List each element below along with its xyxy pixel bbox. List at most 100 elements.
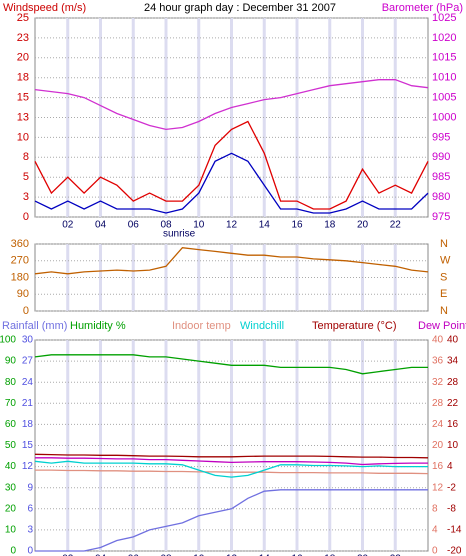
y-tick-label: 985 bbox=[432, 171, 450, 183]
series-line bbox=[34, 453, 429, 459]
x-tick-label: 08 bbox=[160, 554, 172, 556]
y-tick-label: S bbox=[440, 271, 447, 283]
x-tick-label: 18 bbox=[324, 554, 336, 556]
y-tick-label: 10 bbox=[5, 525, 17, 536]
y-tick-label: 30 bbox=[5, 482, 17, 493]
x-tick-label: 16 bbox=[291, 554, 303, 556]
x-tick-label: 14 bbox=[259, 554, 271, 556]
y-tick-label: 0 bbox=[23, 211, 29, 223]
x-tick-label: 08 bbox=[160, 220, 172, 231]
y-tick-label: 10 bbox=[17, 131, 29, 143]
y-tick-label: 60 bbox=[5, 419, 17, 430]
y-tick-label: 0 bbox=[27, 546, 33, 556]
legend-label: Indoor temp bbox=[172, 320, 231, 332]
y-tick-label: 25 bbox=[17, 12, 29, 24]
x-tick-label: 22 bbox=[390, 554, 402, 556]
legend-label: Humidity % bbox=[70, 320, 126, 332]
x-tick-label: 12 bbox=[226, 554, 238, 556]
series-line bbox=[34, 152, 429, 214]
y-tick-label: 1025 bbox=[432, 12, 456, 24]
y-tick-label: 12 bbox=[432, 482, 444, 493]
y-tick-label: 980 bbox=[432, 191, 450, 203]
y-tick-label: 90 bbox=[17, 288, 29, 300]
series-line bbox=[34, 247, 429, 275]
y-tick-label: 5 bbox=[23, 171, 29, 183]
y-tick-label: 18 bbox=[22, 419, 34, 430]
title: 24 hour graph day : December 31 2007 bbox=[144, 2, 336, 14]
y-tick-label: 70 bbox=[5, 398, 17, 409]
y-tick-label: 3 bbox=[23, 191, 29, 203]
x-tick-label: 02 bbox=[62, 554, 74, 556]
y-tick-label: 80 bbox=[5, 377, 17, 388]
y-tick-label: -14 bbox=[447, 525, 462, 536]
windspeed-label: Windspeed (m/s) bbox=[3, 2, 86, 14]
y-tick-label: 0 bbox=[23, 305, 29, 317]
y-tick-label: 15 bbox=[17, 92, 29, 104]
x-tick-label: 04 bbox=[95, 220, 107, 231]
x-tick-label: 20 bbox=[357, 220, 369, 231]
y-tick-label: 18 bbox=[17, 72, 29, 84]
y-tick-label: 20 bbox=[432, 440, 444, 451]
x-tick-label: 04 bbox=[95, 554, 107, 556]
x-tick-label: 10 bbox=[193, 554, 205, 556]
y-tick-label: 23 bbox=[17, 32, 29, 44]
y-tick-label: 36 bbox=[432, 356, 444, 367]
y-tick-label: 21 bbox=[22, 398, 34, 409]
y-tick-label: 12 bbox=[22, 461, 34, 472]
series-line bbox=[34, 120, 429, 210]
y-tick-label: W bbox=[440, 255, 451, 267]
y-tick-label: 34 bbox=[447, 356, 459, 367]
y-tick-label: 20 bbox=[5, 503, 17, 514]
y-tick-label: 995 bbox=[432, 131, 450, 143]
y-tick-label: 360 bbox=[11, 238, 29, 250]
y-tick-label: 16 bbox=[447, 419, 459, 430]
y-tick-label: 1000 bbox=[432, 111, 456, 123]
y-tick-label: 4 bbox=[432, 525, 438, 536]
y-tick-label: 50 bbox=[5, 440, 17, 451]
y-tick-label: 9 bbox=[27, 482, 33, 493]
series-line bbox=[35, 469, 429, 475]
series-line bbox=[34, 79, 429, 131]
y-tick-label: 10 bbox=[447, 440, 459, 451]
x-tick-label: 16 bbox=[291, 220, 303, 231]
y-tick-label: 28 bbox=[432, 398, 444, 409]
y-tick-label: 90 bbox=[5, 356, 17, 367]
y-tick-label: 3 bbox=[27, 525, 33, 536]
annotation: sunrise bbox=[163, 229, 196, 240]
barometer-label: Barometer (hPa) bbox=[382, 2, 463, 14]
y-tick-label: 32 bbox=[432, 377, 444, 388]
y-tick-label: 40 bbox=[5, 461, 17, 472]
y-tick-label: 15 bbox=[22, 440, 34, 451]
y-tick-label: 20 bbox=[17, 52, 29, 64]
y-tick-label: 100 bbox=[0, 335, 16, 346]
y-tick-label: 990 bbox=[432, 151, 450, 163]
y-tick-label: 1015 bbox=[432, 52, 456, 64]
x-tick-label: 10 bbox=[193, 220, 205, 231]
y-tick-label: 8 bbox=[432, 503, 438, 514]
y-tick-label: 180 bbox=[11, 271, 29, 283]
y-tick-label: 1020 bbox=[432, 32, 456, 44]
legend-label: Windchill bbox=[240, 320, 284, 332]
y-tick-label: 40 bbox=[432, 335, 444, 346]
y-tick-label: 6 bbox=[27, 503, 33, 514]
y-tick-label: -2 bbox=[447, 482, 456, 493]
y-tick-label: 28 bbox=[447, 377, 459, 388]
y-tick-label: 4 bbox=[447, 461, 453, 472]
y-tick-label: 24 bbox=[432, 419, 444, 430]
x-tick-label: 18 bbox=[324, 220, 336, 231]
series-line bbox=[35, 489, 428, 552]
x-tick-label: 14 bbox=[259, 220, 271, 231]
y-tick-label: 8 bbox=[23, 151, 29, 163]
y-tick-label: N bbox=[440, 305, 448, 317]
y-tick-label: 22 bbox=[447, 398, 459, 409]
y-tick-label: 1010 bbox=[432, 72, 456, 84]
y-tick-label: 1005 bbox=[432, 92, 456, 104]
x-tick-label: 06 bbox=[128, 220, 140, 231]
legend-label: Rainfall (mm) bbox=[2, 320, 67, 332]
y-tick-label: 16 bbox=[432, 461, 444, 472]
y-tick-label: 0 bbox=[432, 546, 438, 556]
y-tick-label: 30 bbox=[22, 335, 34, 346]
y-tick-label: N bbox=[440, 238, 448, 250]
series-line bbox=[34, 460, 428, 478]
